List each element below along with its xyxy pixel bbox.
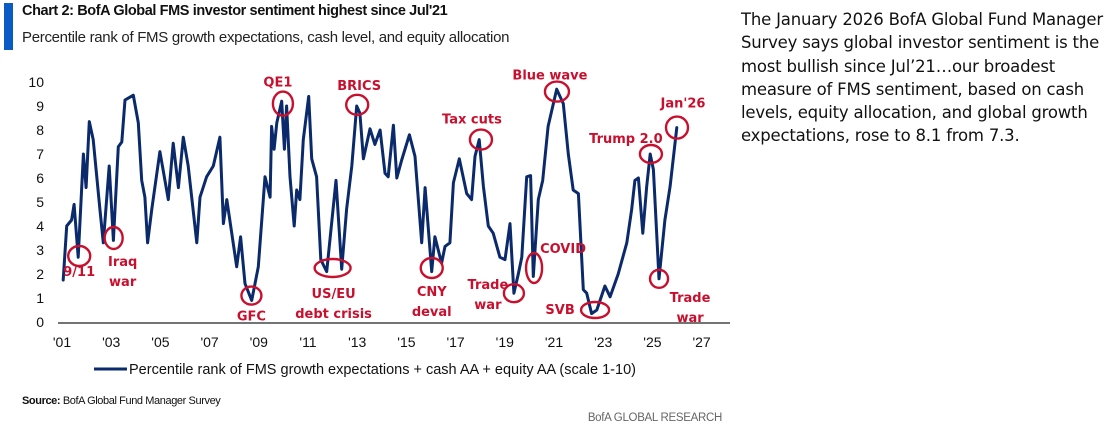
annotation-circle	[67, 244, 92, 268]
y-tick-label: 2	[36, 266, 44, 282]
annotation: Jan'26	[660, 97, 706, 140]
x-tick-label: '01	[53, 334, 71, 350]
y-tick-label: 7	[36, 146, 44, 162]
annotation-circle	[103, 225, 124, 251]
line-chart: 0 1 2 3 4 5 6 7 8 9 10 '01 '03 '05 '07 '09 '11 '13 '15 '17…	[28, 69, 730, 378]
annotation-label: debt crisis	[295, 307, 372, 322]
y-tick-label: 0	[36, 314, 44, 330]
x-tick-label: '19	[496, 334, 514, 350]
y-tick-label: 1	[36, 290, 44, 306]
annotation: SVB	[545, 300, 611, 320]
annotation: Trump 2.0	[589, 132, 664, 165]
source-text: BofA Global Fund Manager Survey	[62, 395, 221, 407]
chart-title: Chart 2: BofA Global FMS investor sentim…	[22, 3, 448, 19]
annotation-label: war	[474, 298, 502, 313]
annotation: COVID	[524, 242, 586, 285]
annotation: 9/11	[63, 244, 95, 280]
y-tick-label: 3	[36, 242, 44, 258]
x-tick-label: '23	[594, 334, 612, 350]
annotation-label: Blue wave	[512, 69, 587, 84]
annotation-label: 9/11	[63, 265, 95, 280]
annotation-circle	[271, 90, 295, 117]
series-line	[61, 87, 679, 316]
x-tick-label: '15	[397, 334, 415, 350]
annotation-label: COVID	[540, 242, 586, 257]
chart-subtitle: Percentile rank of FMS growth expectatio…	[22, 29, 510, 46]
source-note: Source: BofA Global Fund Manager Survey	[22, 395, 221, 407]
annotation-circle	[543, 80, 571, 103]
x-tick-label: '17	[446, 334, 464, 350]
x-tick-label: '25	[643, 334, 661, 350]
annotation-label: Trade	[670, 291, 711, 306]
brand-footer: BofA GLOBAL RESEARCH	[587, 412, 722, 424]
y-tick-label: 10	[28, 74, 44, 90]
annotation: Trade war	[468, 278, 526, 313]
annotation-circle	[648, 268, 670, 289]
title-accent-bar	[4, 3, 13, 50]
annotation-circle	[419, 256, 444, 280]
annotation-label: Trump 2.0	[589, 132, 663, 147]
annotation-label: war	[676, 311, 704, 326]
annotation: Iraq war	[103, 225, 137, 290]
annotation-circle	[502, 283, 526, 304]
annotation-label: US/EU	[312, 287, 356, 302]
x-tick-label: '27	[692, 334, 710, 350]
x-tick-label: '07	[200, 334, 218, 350]
x-tick-label: '21	[545, 334, 563, 350]
annotation-circle	[345, 93, 370, 117]
annotation-label: war	[109, 275, 137, 290]
annotation: Tax cuts	[442, 113, 502, 151]
annotation-label: BRICS	[337, 79, 381, 94]
annotation-circle	[313, 257, 352, 279]
annotation-label: GFC	[237, 310, 266, 325]
y-tick-label: 6	[36, 170, 44, 186]
annotation: Blue wave	[512, 69, 588, 103]
x-tick-label: '11	[299, 334, 316, 350]
commentary-text: The January 2026 BofA Global Fund Manage…	[741, 10, 1103, 146]
y-tick-label: 5	[36, 194, 44, 210]
legend: Percentile rank of FMS growth expectatio…	[94, 362, 636, 378]
annotation-circle	[468, 128, 494, 151]
annotation: GFC	[237, 285, 266, 325]
annotation-circle	[240, 285, 263, 306]
annotation-label: Jan'26	[660, 97, 706, 112]
x-tick-label: '05	[151, 334, 169, 350]
annotation: US/EU debt crisis	[295, 257, 372, 322]
annotation-circle	[664, 115, 690, 140]
y-tick-label: 4	[36, 218, 44, 234]
legend-label: Percentile rank of FMS growth expectatio…	[129, 362, 636, 378]
x-tick-label: '13	[348, 334, 366, 350]
annotation-label: Tax cuts	[442, 113, 502, 128]
annotation-label: Iraq	[108, 255, 137, 270]
source-label: Source:	[22, 395, 61, 407]
y-tick-label: 8	[36, 122, 44, 138]
annotation-circle	[579, 300, 611, 320]
annotation-label: Trade	[468, 278, 509, 293]
annotation-label: CNY	[417, 285, 447, 300]
annotation: CNY deval	[412, 256, 452, 320]
annotation-label: QE1	[263, 76, 292, 91]
annotation-label: deval	[412, 305, 452, 320]
x-tick-label: '09	[250, 334, 268, 350]
annotation: BRICS	[337, 79, 381, 117]
annotation-label: SVB	[545, 303, 574, 318]
y-tick-label: 9	[36, 98, 44, 114]
annotations: 9/11 Iraq war GFC QE1 US/EU debt crisis BRICS CN…	[63, 69, 710, 326]
annotation-circle	[524, 251, 544, 285]
x-axis-ticks: '01 '03 '05 '07 '09 '11 '13 '15 '17 '19 '21 '23 '25 '…	[53, 334, 711, 350]
x-tick-label: '03	[102, 334, 120, 350]
annotation: QE1	[263, 76, 295, 117]
y-axis-ticks: 0 1 2 3 4 5 6 7 8 9 10	[28, 74, 44, 330]
annotation: Trade war	[648, 268, 711, 326]
annotation-circle	[638, 143, 664, 165]
